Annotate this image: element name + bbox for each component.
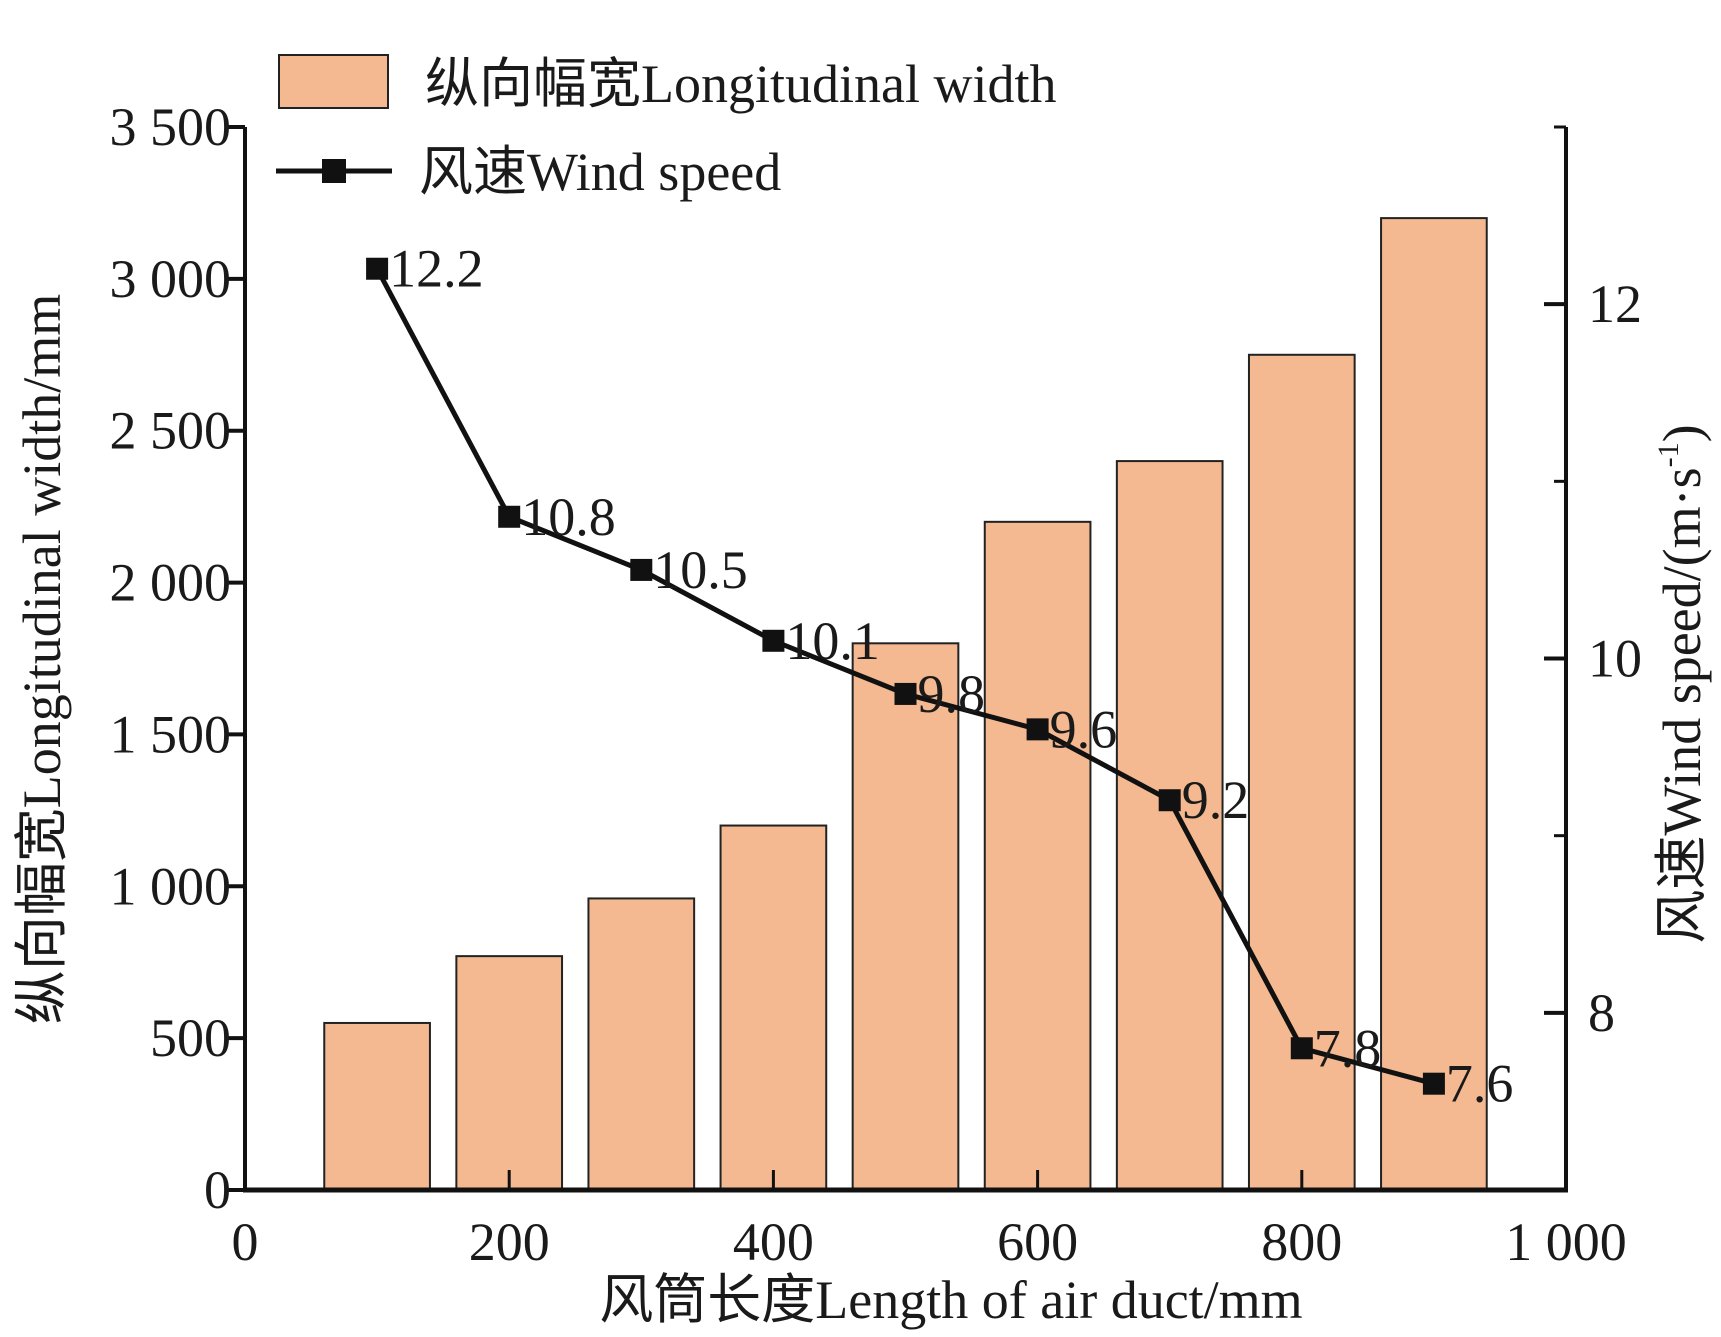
wind-speed-line-group: 12.2 10.8 10.5 10.1 9.8 9.6 9.2 7.8 7.6 — [366, 239, 1513, 1114]
wind-speed-label-600: 9.6 — [1050, 699, 1118, 759]
y2-tick-label: 8 — [1588, 983, 1615, 1043]
bar-900 — [1380, 217, 1488, 1192]
wind-speed-marker-100 — [366, 257, 389, 280]
x-tick-label: 0 — [232, 1212, 259, 1272]
y2-axis-title-main: 风速Wind speed/(m·s — [1652, 467, 1712, 943]
y-tick-label: 0 — [204, 1160, 231, 1220]
wind-speed-marker-800 — [1290, 1037, 1313, 1060]
y-tick-label: 500 — [150, 1008, 231, 1068]
wind-speed-label-100: 12.2 — [389, 239, 484, 299]
legend-marker-wind-speed — [322, 159, 346, 183]
axes-group: 0 200 400 600 800 1 000 0 500 1 000 1 500 2 000 2 5… — [110, 97, 1643, 1272]
y-tick-label: 3 500 — [110, 97, 232, 157]
bars-group — [323, 217, 1488, 1192]
wind-speed-marker-900 — [1422, 1072, 1445, 1095]
x-tick-label: 1 000 — [1505, 1212, 1627, 1272]
wind-speed-label-200: 10.8 — [521, 487, 616, 547]
y2-tick-label: 12 — [1588, 274, 1642, 334]
wind-speed-label-700: 9.2 — [1182, 770, 1250, 830]
wind-speed-marker-200 — [498, 505, 521, 528]
y-tick-label: 2 500 — [110, 401, 232, 461]
bar-400 — [719, 824, 828, 1191]
y-axis-title: 纵向幅宽Longitudinal width/mm — [12, 294, 72, 1024]
bar-600 — [983, 520, 1092, 1191]
y2-axis-title-end: ) — [1652, 424, 1712, 442]
y2-tick-label: 10 — [1588, 629, 1642, 689]
wind-speed-label-800: 7.8 — [1314, 1018, 1382, 1078]
wind-speed-marker-400 — [762, 629, 785, 652]
x-tick-label: 600 — [997, 1212, 1078, 1272]
y-tick-label: 3 000 — [110, 249, 232, 309]
legend-swatch-longitudinal-width — [278, 54, 389, 109]
legend-label-longitudinal-width: 纵向幅宽Longitudinal width — [425, 54, 1056, 114]
wind-speed-label-900: 7.6 — [1446, 1054, 1514, 1114]
wind-speed-marker-600 — [1026, 718, 1049, 741]
x-tick-label: 400 — [733, 1212, 814, 1272]
y-tick-label: 1 500 — [110, 704, 232, 764]
wind-speed-label-300: 10.5 — [653, 540, 748, 600]
wind-speed-label-400: 10.1 — [785, 611, 880, 671]
legend: 纵向幅宽Longitudinal width 风速Wind speed — [276, 54, 1056, 202]
wind-speed-label-500: 9.8 — [918, 664, 986, 724]
bar-100 — [323, 1021, 431, 1192]
y-tick-label: 2 000 — [110, 553, 232, 613]
y2-axis-title: 风速Wind speed/(m·s-1) — [1652, 424, 1712, 943]
y-tick-label: 1 000 — [110, 856, 232, 916]
y2-axis-title-sup: -1 — [1652, 442, 1685, 467]
bar-300 — [587, 897, 696, 1191]
bar-500 — [851, 642, 960, 1191]
wind-speed-marker-700 — [1158, 789, 1181, 812]
x-tick-label: 800 — [1261, 1212, 1342, 1272]
wind-speed-marker-300 — [630, 558, 653, 581]
x-tick-label: 200 — [469, 1212, 550, 1272]
legend-label-wind-speed: 风速Wind speed — [419, 142, 781, 202]
bar-200 — [455, 955, 564, 1192]
x-axis-title: 风筒长度Length of air duct/mm — [599, 1270, 1302, 1330]
wind-speed-marker-500 — [894, 682, 917, 705]
